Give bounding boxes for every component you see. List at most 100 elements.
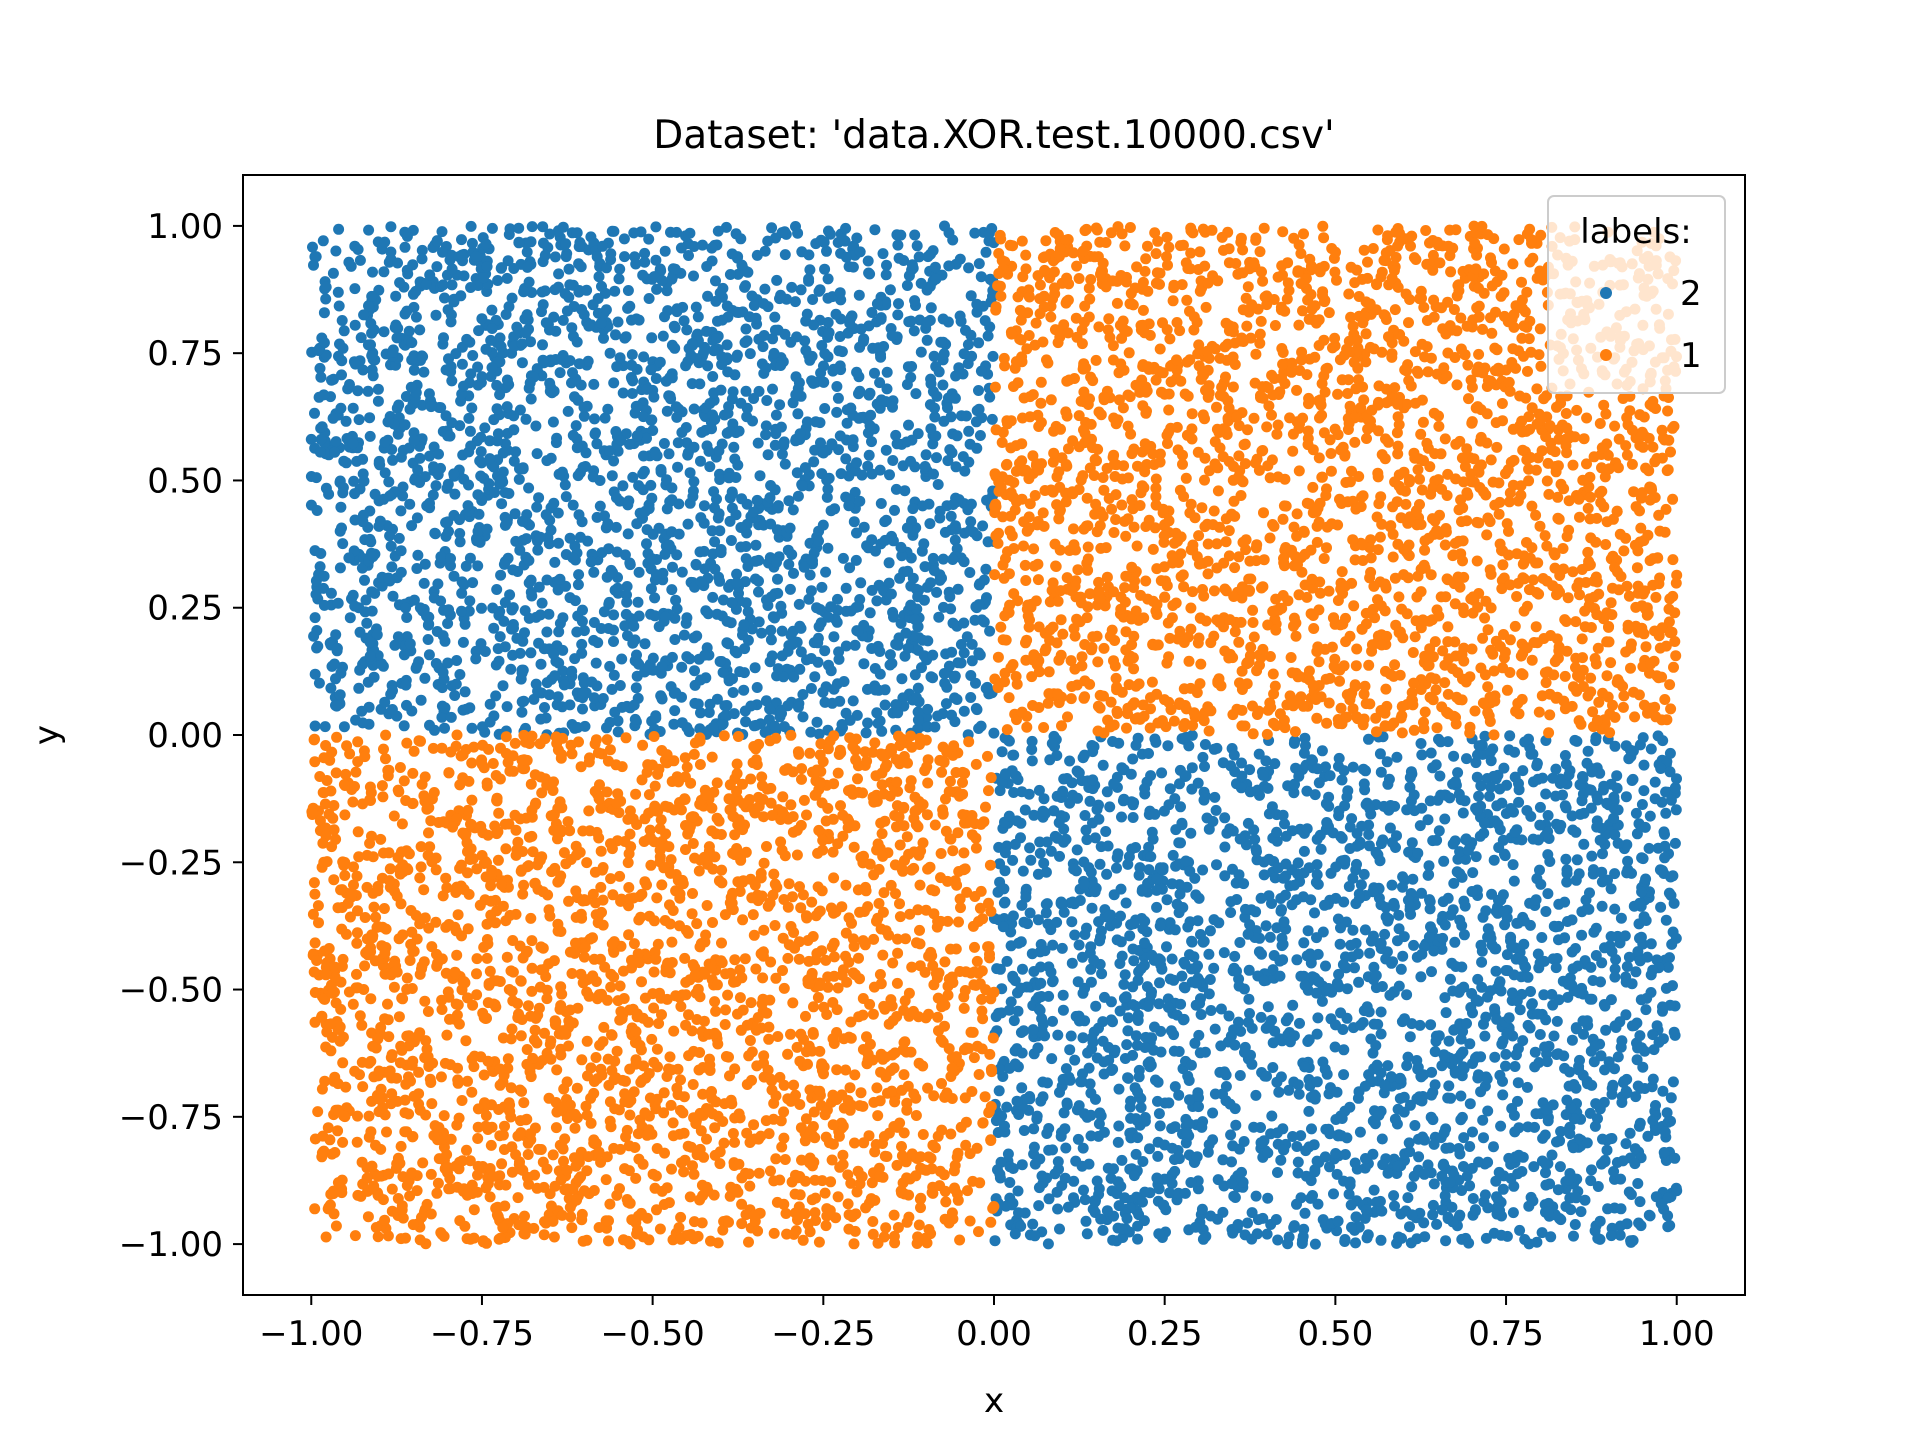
data-point-series-2 xyxy=(1648,1044,1660,1056)
data-point-series-2 xyxy=(1527,748,1539,760)
data-point-series-2 xyxy=(1190,963,1202,975)
data-point-series-2 xyxy=(1165,1025,1177,1037)
data-point-series-2 xyxy=(1280,830,1292,842)
data-point-series-2 xyxy=(1473,790,1485,802)
data-point-series-2 xyxy=(1260,920,1272,932)
data-point-series-2 xyxy=(996,746,1008,758)
data-point-series-2 xyxy=(1376,1205,1388,1217)
data-point-series-2 xyxy=(1542,888,1554,900)
data-point-series-2 xyxy=(1365,935,1377,947)
data-point-series-2 xyxy=(973,579,985,591)
data-point-series-2 xyxy=(1219,841,1231,853)
data-point-series-2 xyxy=(331,642,343,654)
data-point-series-2 xyxy=(350,714,362,726)
data-point-series-2 xyxy=(520,327,532,339)
data-point-series-2 xyxy=(711,608,723,620)
data-point-series-2 xyxy=(458,380,469,392)
data-point-series-2 xyxy=(925,378,937,390)
data-point-series-2 xyxy=(1227,1227,1239,1239)
data-point-series-2 xyxy=(571,336,583,348)
data-point-series-2 xyxy=(439,702,451,714)
data-point-series-2 xyxy=(919,561,931,573)
data-point-series-2 xyxy=(1406,1209,1418,1221)
data-point-series-2 xyxy=(689,697,701,709)
data-point-series-2 xyxy=(695,576,707,588)
data-point-series-2 xyxy=(1512,1077,1524,1089)
data-point-series-2 xyxy=(1215,1040,1227,1052)
data-point-series-2 xyxy=(1186,935,1198,947)
data-point-series-2 xyxy=(1309,1090,1321,1102)
data-point-series-2 xyxy=(702,608,714,620)
data-point-series-2 xyxy=(414,477,426,488)
data-point-series-2 xyxy=(1098,1056,1110,1068)
data-point-series-2 xyxy=(551,699,563,711)
data-point-series-2 xyxy=(578,410,590,422)
data-point-series-2 xyxy=(1278,916,1290,928)
data-point-series-2 xyxy=(431,235,443,247)
data-point-series-2 xyxy=(553,468,565,480)
data-point-series-2 xyxy=(632,596,644,608)
data-point-series-2 xyxy=(374,515,386,527)
data-point-series-2 xyxy=(1663,887,1675,899)
data-point-series-2 xyxy=(1591,821,1603,833)
data-point-series-2 xyxy=(349,358,361,370)
data-point-series-2 xyxy=(1244,1008,1255,1019)
data-point-series-2 xyxy=(819,403,831,414)
data-point-series-2 xyxy=(1303,1034,1315,1046)
data-point-series-2 xyxy=(1313,777,1325,789)
data-point-series-2 xyxy=(1097,1224,1109,1236)
data-point-series-2 xyxy=(1335,922,1346,934)
data-point-series-2 xyxy=(424,269,436,281)
data-point-series-2 xyxy=(874,377,886,389)
data-point-series-2 xyxy=(1644,810,1656,822)
data-point-series-2 xyxy=(557,644,569,656)
data-point-series-2 xyxy=(597,693,609,704)
data-point-series-2 xyxy=(1544,856,1556,867)
data-point-series-2 xyxy=(813,535,824,547)
data-point-series-2 xyxy=(987,290,998,302)
data-point-series-2 xyxy=(671,549,683,561)
data-point-series-2 xyxy=(1559,750,1571,761)
data-point-series-2 xyxy=(449,690,461,701)
data-point-series-2 xyxy=(1043,990,1055,1002)
data-point-series-2 xyxy=(909,613,921,625)
data-point-series-2 xyxy=(364,650,376,662)
data-point-series-2 xyxy=(993,1085,1005,1097)
data-point-series-2 xyxy=(864,420,876,432)
data-point-series-2 xyxy=(532,544,544,556)
data-point-series-2 xyxy=(998,883,1010,895)
data-point-series-2 xyxy=(1596,866,1608,878)
data-point-series-2 xyxy=(1069,1054,1081,1066)
data-point-series-2 xyxy=(1670,804,1682,816)
data-point-series-2 xyxy=(1382,1167,1394,1179)
data-point-series-2 xyxy=(1354,1126,1366,1138)
data-point-series-2 xyxy=(1501,1028,1513,1040)
data-point-series-2 xyxy=(688,441,700,453)
data-point-series-2 xyxy=(739,281,751,293)
data-point-series-2 xyxy=(567,552,579,564)
data-point-series-2 xyxy=(905,315,917,327)
data-point-series-2 xyxy=(364,636,376,648)
data-point-series-2 xyxy=(386,704,398,715)
data-point-series-2 xyxy=(1640,873,1652,885)
data-point-series-2 xyxy=(1414,820,1426,832)
data-point-series-2 xyxy=(1489,1051,1501,1063)
data-point-series-2 xyxy=(367,551,379,563)
data-point-series-2 xyxy=(1395,963,1407,975)
data-point-series-2 xyxy=(604,445,616,457)
data-point-series-2 xyxy=(454,536,466,548)
data-point-series-2 xyxy=(722,407,734,419)
data-point-series-2 xyxy=(519,605,531,617)
data-point-series-2 xyxy=(1376,981,1388,992)
data-point-series-2 xyxy=(1176,819,1188,831)
data-point-series-2 xyxy=(778,671,789,683)
data-point-series-2 xyxy=(1162,740,1174,752)
data-point-series-2 xyxy=(456,358,468,370)
data-point-series-2 xyxy=(937,379,949,391)
data-point-series-2 xyxy=(1597,848,1608,860)
data-point-series-2 xyxy=(776,650,788,662)
data-point-series-2 xyxy=(1585,961,1597,973)
data-point-series-2 xyxy=(309,668,321,680)
data-point-series-2 xyxy=(880,514,892,526)
data-point-series-2 xyxy=(820,566,832,578)
